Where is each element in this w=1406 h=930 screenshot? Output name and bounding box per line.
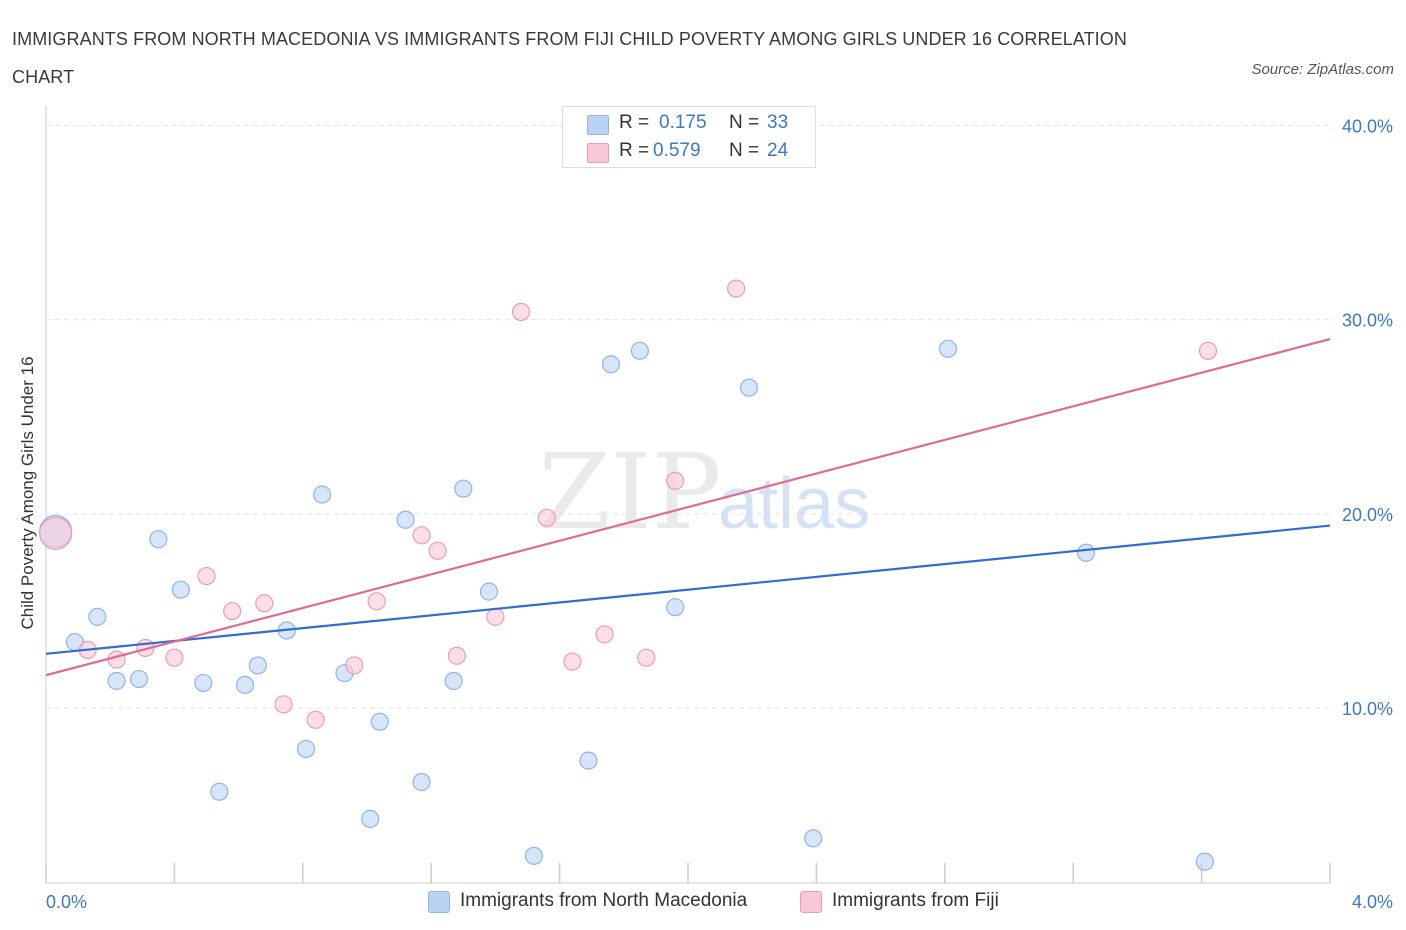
data-point-north-macedonia bbox=[312, 485, 332, 504]
data-point-fiji bbox=[1198, 341, 1218, 360]
data-point-fiji bbox=[412, 526, 431, 545]
data-point-fiji bbox=[367, 592, 386, 611]
data-point-fiji bbox=[511, 302, 531, 322]
r-value: 0.579 bbox=[653, 140, 701, 161]
data-point-fiji bbox=[563, 652, 582, 671]
data-point-north-macedonia bbox=[739, 378, 759, 397]
data-point-north-macedonia bbox=[524, 846, 544, 865]
data-point-fiji bbox=[197, 566, 216, 586]
data-point-north-macedonia bbox=[248, 656, 267, 675]
n-label: N = bbox=[729, 112, 760, 133]
n-value: 33 bbox=[767, 112, 789, 133]
data-point-fiji bbox=[486, 607, 505, 626]
data-point-north-macedonia bbox=[296, 739, 316, 759]
data-point-north-macedonia bbox=[479, 582, 499, 601]
watermark-atlas: atlas bbox=[718, 464, 870, 544]
data-point-north-macedonia bbox=[938, 339, 958, 358]
data-point-fiji bbox=[274, 695, 293, 714]
legend: Immigrants from North Macedonia Immigran… bbox=[0, 888, 1406, 918]
data-point-north-macedonia bbox=[88, 607, 107, 626]
data-point-north-macedonia bbox=[107, 671, 126, 691]
data-point-fiji bbox=[223, 601, 242, 621]
gridlines bbox=[46, 124, 1330, 709]
y-tick-label: 10.0% bbox=[1342, 699, 1393, 719]
stats-box: R = 0.175 N = 33 R = 0.579 N = 24 bbox=[562, 106, 816, 168]
r-value: 0.175 bbox=[659, 112, 707, 133]
y-tick-label: 40.0% bbox=[1342, 116, 1393, 136]
data-point-fiji bbox=[595, 625, 614, 644]
data-point-north-macedonia bbox=[579, 751, 598, 770]
watermark: ZIP atlas bbox=[538, 431, 870, 553]
data-point-fiji bbox=[537, 508, 556, 527]
legend-blue-swatch bbox=[428, 891, 450, 913]
r-label: R = bbox=[619, 112, 650, 133]
data-point-fiji bbox=[255, 594, 274, 613]
data-point-north-macedonia bbox=[804, 829, 823, 848]
data-point-north-macedonia bbox=[1076, 543, 1096, 562]
data-points bbox=[39, 116, 1218, 871]
data-point-fiji bbox=[428, 541, 447, 560]
data-point-fiji bbox=[637, 648, 656, 667]
trend-lines bbox=[45, 338, 1331, 677]
data-point-fiji bbox=[666, 471, 685, 491]
chart-title: IMMIGRANTS FROM NORTH MACEDONIA VS IMMIG… bbox=[12, 29, 1127, 87]
n-label: N = bbox=[729, 140, 760, 161]
blue-swatch bbox=[587, 115, 609, 135]
data-point-north-macedonia bbox=[630, 341, 649, 360]
x-tick-label: 4.0% bbox=[1352, 892, 1393, 912]
data-point-north-macedonia bbox=[210, 782, 229, 801]
data-point-north-macedonia bbox=[666, 598, 685, 617]
data-point-north-macedonia bbox=[370, 712, 389, 731]
trend-line-fiji bbox=[45, 338, 1331, 677]
y-tick-label: 30.0% bbox=[1342, 311, 1393, 331]
data-point-fiji bbox=[306, 710, 325, 729]
legend-label: Immigrants from Fiji bbox=[832, 890, 999, 911]
data-point-north-macedonia bbox=[454, 479, 473, 498]
data-point-north-macedonia bbox=[149, 530, 168, 549]
data-point-fiji bbox=[447, 646, 466, 665]
data-point-north-macedonia bbox=[1195, 852, 1214, 871]
data-point-fiji bbox=[39, 516, 73, 550]
tick-labels: 10.0% 20.0% 30.0% 40.0% 0.0% 4.0% bbox=[46, 116, 1393, 912]
y-tick-label: 20.0% bbox=[1342, 505, 1393, 525]
data-point-north-macedonia bbox=[194, 673, 213, 693]
axes bbox=[45, 106, 1331, 884]
data-point-north-macedonia bbox=[235, 675, 255, 694]
data-point-fiji bbox=[345, 656, 364, 675]
data-point-north-macedonia bbox=[361, 809, 380, 828]
data-point-fiji bbox=[165, 648, 184, 667]
watermark-zip: ZIP bbox=[538, 431, 721, 553]
data-point-north-macedonia bbox=[396, 510, 415, 529]
source-label: Source: ZipAtlas.com bbox=[1251, 61, 1394, 78]
legend-label: Immigrants from North Macedonia bbox=[460, 890, 748, 911]
legend-pink-swatch bbox=[800, 891, 822, 913]
data-point-north-macedonia bbox=[129, 669, 149, 689]
data-point-fiji bbox=[727, 279, 746, 298]
data-point-north-macedonia bbox=[171, 580, 190, 599]
data-point-fiji bbox=[107, 650, 126, 669]
n-value: 24 bbox=[767, 140, 789, 161]
pink-swatch bbox=[587, 143, 609, 163]
x-tick-label: 0.0% bbox=[46, 892, 87, 912]
trend-line-north-macedonia bbox=[45, 524, 1331, 655]
data-point-north-macedonia bbox=[601, 355, 621, 374]
data-point-north-macedonia bbox=[444, 671, 463, 691]
r-label: R = bbox=[619, 140, 650, 161]
data-point-north-macedonia bbox=[412, 772, 431, 792]
